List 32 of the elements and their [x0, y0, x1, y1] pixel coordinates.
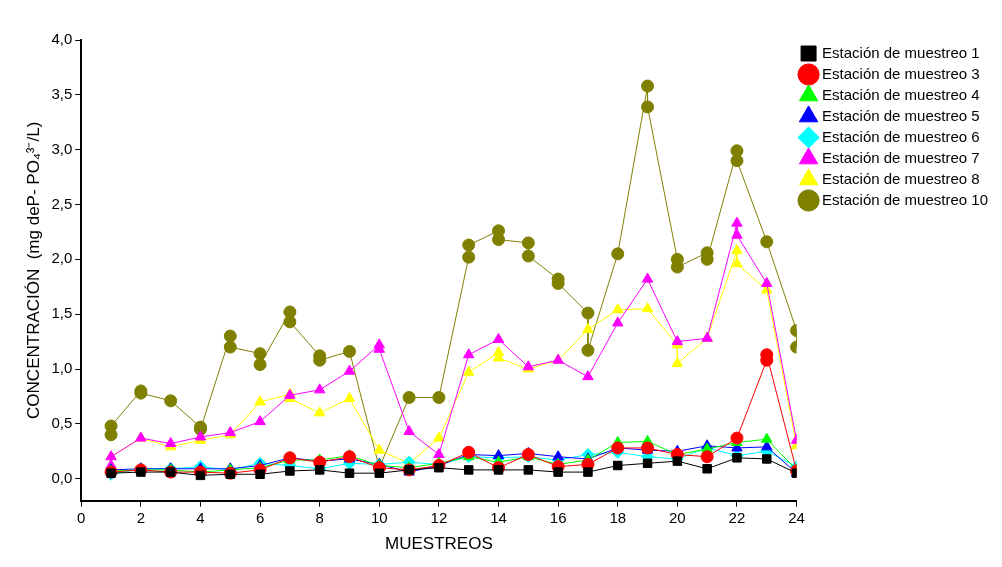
y-tick-label: 2,0: [51, 249, 73, 267]
x-tick-label: 12: [430, 508, 448, 526]
legend-label: Estación de muestreo 6: [822, 127, 980, 145]
x-tick-label: 10: [370, 508, 388, 526]
x-tick-label: 14: [490, 508, 507, 526]
legend-label: Estación de muestreo 7: [822, 148, 980, 166]
x-tick-label: 20: [669, 508, 686, 526]
x-tick-label: 22: [728, 508, 746, 526]
x-tick-label: 16: [549, 508, 567, 526]
y-axis-title: CONCENTRACIÓN (mg deP- PO₄³⁻/L): [23, 121, 43, 419]
y-tick-label: 1,5: [51, 304, 73, 322]
legend-label: Estación de muestreo 1: [822, 43, 980, 61]
legend-label: Estación de muestreo 4: [822, 85, 980, 103]
x-tick-label: 18: [609, 508, 627, 526]
x-tick-label: 2: [136, 508, 146, 526]
x-tick-label: 24: [788, 508, 805, 526]
y-tick-label: 4,0: [51, 30, 73, 48]
y-tick-label: 2,5: [51, 194, 73, 212]
legend-label: Estación de muestreo 8: [822, 169, 980, 187]
x-axis-title: MUESTREOS: [385, 534, 493, 554]
y-tick-label: 3,0: [51, 139, 73, 157]
y-tick-label: 3,5: [51, 84, 73, 102]
y-tick-label: 0,0: [51, 468, 73, 486]
x-tick-label: 6: [255, 508, 265, 526]
legend-label: Estación de muestreo 3: [822, 64, 980, 82]
y-tick-label: 0,5: [51, 413, 73, 431]
legend-label: Estación de muestreo 5: [822, 106, 980, 124]
y-tick-label: 1,0: [51, 359, 73, 377]
x-tick-label: 0: [77, 508, 86, 526]
x-tick-label: 4: [196, 508, 205, 526]
x-tick-label: 8: [315, 508, 324, 526]
legend-label: Estación de muestreo 10: [822, 190, 989, 208]
